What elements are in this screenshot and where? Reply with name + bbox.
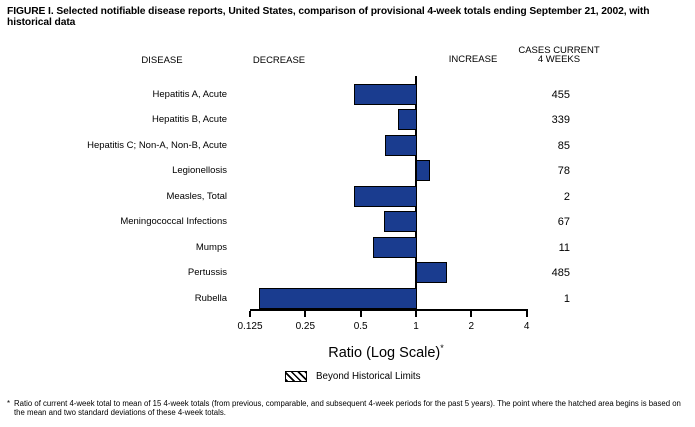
cases-value: 78	[557, 165, 570, 177]
axis-tick	[470, 311, 473, 317]
disease-label: Mumps	[195, 241, 227, 253]
cases-value: 2	[563, 190, 570, 203]
axis-tick-label: 0.5	[353, 321, 368, 332]
ratio-bar	[259, 287, 417, 309]
ratio-bar	[415, 262, 447, 283]
axis-tick-label: 2	[468, 321, 475, 332]
axis-tick	[359, 311, 362, 317]
cases-value: 485	[551, 267, 570, 279]
column-header-cases-line1: CASES CURRENT	[518, 45, 600, 56]
footnote-marker: *	[7, 399, 11, 408]
column-header-disease: DISEASE	[141, 55, 183, 66]
figure-title: FIGURE I. Selected notifiable disease re…	[7, 6, 650, 28]
disease-label: Hepatitis C; Non-A, Non-B, Acute	[87, 139, 227, 151]
ratio-bar	[354, 185, 417, 207]
disease-label: Hepatitis B, Acute	[152, 114, 227, 125]
disease-label: Hepatitis A, Acute	[152, 88, 227, 100]
ratio-bar	[384, 211, 417, 232]
x-axis-line	[250, 309, 528, 311]
axis-tick	[249, 311, 251, 317]
axis-tick-label: 0.125	[237, 321, 263, 332]
ratio-bar	[372, 236, 417, 258]
x-axis-label-footnote-marker: *	[440, 343, 444, 353]
ratio-bar	[354, 83, 417, 105]
axis-tick	[414, 311, 417, 317]
cases-value: 1	[563, 292, 570, 305]
legend-hatch-swatch	[285, 371, 307, 382]
column-header-decrease: DECREASE	[252, 55, 306, 66]
disease-label: Pertussis	[187, 267, 227, 278]
column-header-cases-line2: 4 WEEKS	[537, 54, 581, 65]
disease-label: Legionellosis	[172, 165, 227, 176]
axis-tick-label: 4	[523, 321, 530, 332]
cases-value: 339	[551, 114, 570, 126]
axis-tick-label: 1	[413, 321, 419, 332]
cases-value: 67	[557, 216, 570, 228]
disease-label: Meningococcal Infections	[120, 216, 227, 227]
disease-label: Measles, Total	[166, 190, 227, 202]
axis-tick	[304, 311, 307, 317]
cases-value: 455	[551, 88, 570, 101]
x-axis-label: Ratio (Log Scale)*	[328, 343, 444, 361]
column-header-cases: CASES CURRENT 4 WEEKS	[518, 45, 600, 65]
footnote-text: Ratio of current 4-week total to mean of…	[14, 399, 681, 417]
axis-tick	[525, 311, 528, 317]
x-axis-label-text: Ratio (Log Scale)	[328, 344, 441, 361]
cases-value: 85	[557, 139, 570, 152]
ratio-bar	[385, 134, 417, 156]
column-header-increase: INCREASE	[448, 54, 498, 65]
legend-label: Beyond Historical Limits	[316, 371, 421, 382]
ratio-bar	[415, 160, 430, 181]
axis-tick-label: 0.25	[295, 321, 316, 332]
ratio-bar	[398, 109, 417, 130]
cases-value: 11	[558, 241, 570, 254]
disease-label: Rubella	[194, 292, 227, 304]
